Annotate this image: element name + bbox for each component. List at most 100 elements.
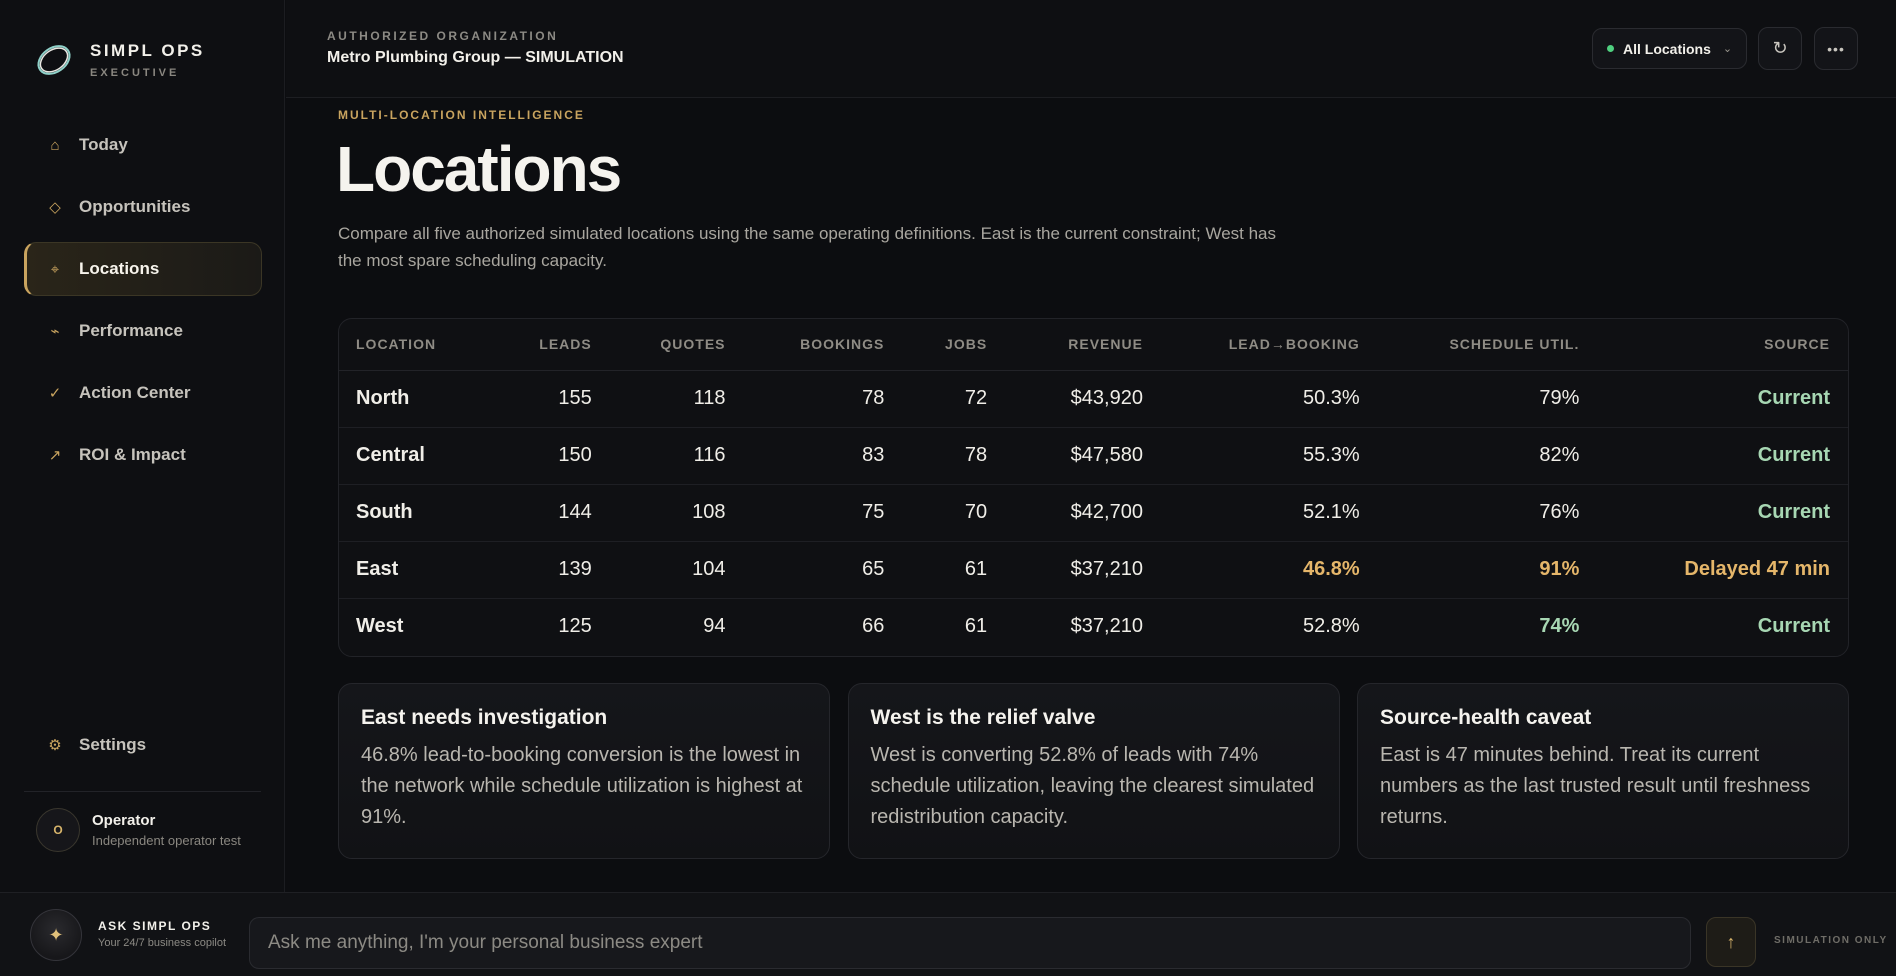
ask-input[interactable] [249, 917, 1691, 969]
cell-source: Delayed 47 min [1579, 541, 1848, 599]
cell-schedule-util: 79% [1359, 370, 1580, 428]
cell-bookings: 75 [725, 484, 885, 542]
cell-schedule-util: 82% [1359, 427, 1580, 485]
cell-quotes: 94 [703, 615, 726, 638]
col-header-schedule-util[interactable]: SCHEDULE UTIL. [1359, 319, 1580, 371]
cell-revenue: $37,210 [987, 541, 1143, 599]
cell-bookings: 83 [725, 427, 885, 485]
cell-leads: 150 [488, 427, 592, 485]
user-role: Independent operator test [92, 833, 241, 848]
table-row[interactable]: South 144 108 75 70 $42,700 52.1% 76% Cu… [339, 484, 1848, 542]
brand[interactable]: SIMPL OPS EXECUTIVE [34, 40, 205, 80]
org-name: Metro Plumbing Group — SIMULATION [327, 49, 624, 66]
check-icon: ✓ [48, 385, 62, 402]
refresh-button[interactable]: ↻ [1758, 27, 1802, 70]
col-header-location[interactable]: LOCATION [339, 319, 489, 371]
cell-schedule-util: 74% [1539, 615, 1580, 638]
user-profile[interactable]: O Operator Independent operator test [36, 808, 241, 852]
cell-source: Current [1579, 370, 1848, 428]
insight-card[interactable]: West is the relief valve West is convert… [847, 683, 1340, 859]
cell-bookings: 65 [725, 541, 885, 599]
table-header-row: LOCATION LEADS QUOTES BOOKINGS JOBS REVE… [339, 319, 1848, 371]
col-header-bookings[interactable]: BOOKINGS [725, 319, 885, 371]
table-row[interactable]: Central 150 116 83 78 $47,580 55.3% 82% … [339, 427, 1848, 485]
ask-title: ASK SIMPL OPS [98, 919, 212, 933]
sidebar-item-settings[interactable]: ⚙ Settings [24, 718, 262, 772]
page-title: Locations [336, 133, 622, 205]
cell-leads: 125 [558, 615, 592, 638]
cell-jobs: 61 [964, 615, 988, 638]
cell-lead-booking: 52.8% [1303, 615, 1360, 638]
home-icon: ⌂ [50, 136, 60, 154]
col-header-revenue[interactable]: REVENUE [987, 319, 1143, 371]
cell-jobs: 78 [884, 427, 988, 485]
refresh-icon: ↻ [1772, 38, 1788, 58]
sidebar-item-label: Today [79, 135, 128, 154]
card-title: East needs investigation [361, 706, 608, 729]
sidebar-item-label: ROI & Impact [79, 445, 186, 464]
header: AUTHORIZED ORGANIZATION Metro Plumbing G… [286, 0, 1896, 98]
cell-revenue: $42,700 [987, 484, 1143, 542]
cell-lead-booking: 50.3% [1142, 370, 1360, 428]
cell-leads: 144 [488, 484, 592, 542]
cell-jobs: 70 [884, 484, 988, 542]
avatar: O [36, 808, 80, 852]
sidebar-item-today[interactable]: ⌂ Today [24, 118, 262, 172]
location-select[interactable]: All Locations ⌄ [1592, 28, 1747, 69]
arrow-up-right-icon: ↗ [48, 447, 62, 464]
brand-logo-icon [34, 40, 74, 80]
col-header-quotes[interactable]: QUOTES [591, 319, 726, 371]
table-row[interactable]: North 155 118 78 72 $43,920 50.3% 79% Cu… [339, 370, 1848, 428]
simulation-only-badge: SIMULATION ONLY [1774, 935, 1888, 946]
col-header-leads[interactable]: LEADS [488, 319, 592, 371]
page-description: Compare all five authorized simulated lo… [338, 224, 1277, 270]
sidebar-item-label: Action Center [79, 383, 191, 402]
cell-location: South [339, 484, 489, 542]
sidebar-item-roi-impact[interactable]: ↗ ROI & Impact [24, 428, 262, 482]
sparkle-icon[interactable]: ✦ [30, 909, 82, 961]
col-header-lead-booking[interactable]: LEAD→BOOKING [1142, 319, 1360, 371]
sidebar-item-opportunities[interactable]: ◇ Opportunities [24, 180, 262, 234]
sidebar-item-label: Performance [79, 321, 183, 340]
divider [24, 791, 261, 792]
cell-leads: 139 [488, 541, 592, 599]
cell-lead-booking: 46.8% [1142, 541, 1360, 599]
insight-card[interactable]: East needs investigation 46.8% lead-to-b… [338, 683, 830, 859]
sidebar-item-locations[interactable]: ⌖ Locations [24, 242, 262, 296]
brand-sub: EXECUTIVE [90, 67, 180, 79]
card-body: East is 47 minutes behind. Treat its cur… [1380, 744, 1811, 828]
cell-location: West [356, 615, 404, 638]
cell-schedule-util: 91% [1359, 541, 1580, 599]
cell-location: North [339, 370, 489, 428]
diamond-icon: ◇ [49, 199, 61, 216]
sidebar-item-label: Locations [79, 259, 160, 278]
cell-quotes: 108 [591, 484, 726, 542]
cell-source: Current [1579, 427, 1848, 485]
ask-subtitle: Your 24/7 business copilot [98, 937, 227, 949]
brand-name: SIMPL OPS [90, 41, 205, 60]
page-eyebrow: MULTI-LOCATION INTELLIGENCE [338, 108, 585, 122]
status-dot-icon [1607, 45, 1614, 52]
table-row[interactable]: East 139 104 65 61 $37,210 46.8% 91% Del… [339, 541, 1848, 599]
chevron-down-icon: ⌄ [1722, 43, 1733, 55]
cell-lead-booking: 52.1% [1142, 484, 1360, 542]
ask-bar: ✦ ASK SIMPL OPS Your 24/7 business copil… [0, 892, 1896, 976]
insight-cards: East needs investigation 46.8% lead-to-b… [338, 683, 1849, 859]
send-button[interactable]: ↑ [1706, 917, 1756, 967]
cell-quotes: 104 [591, 541, 726, 599]
table-row[interactable]: West 125 94 66 61 $37,210 52.8% 74% Curr… [339, 598, 1848, 655]
card-body: West is converting 52.8% of leads with 7… [870, 744, 1315, 828]
sidebar-item-performance[interactable]: ⌁ Performance [24, 304, 262, 358]
more-button[interactable]: ••• [1814, 27, 1858, 70]
cell-jobs: 72 [884, 370, 988, 428]
cell-lead-booking: 55.3% [1142, 427, 1360, 485]
sidebar-item-action-center[interactable]: ✓ Action Center [24, 366, 262, 420]
arrow-up-icon: ↑ [1726, 931, 1736, 952]
locations-table: LOCATION LEADS QUOTES BOOKINGS JOBS REVE… [338, 318, 1849, 657]
cell-bookings: 66 [862, 615, 885, 638]
cell-schedule-util: 76% [1359, 484, 1580, 542]
col-header-jobs[interactable]: JOBS [884, 319, 988, 371]
insight-card[interactable]: Source-health caveat East is 47 minutes … [1357, 683, 1849, 859]
sidebar-nav: ⌂ Today ◇ Opportunities ⌖ Locations ⌁ Pe… [24, 118, 262, 490]
col-header-source[interactable]: SOURCE [1579, 319, 1848, 371]
